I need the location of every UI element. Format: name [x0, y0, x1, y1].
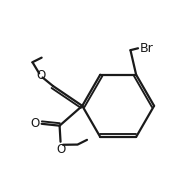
Text: Br: Br	[140, 42, 154, 55]
Text: O: O	[56, 143, 65, 156]
Text: O: O	[36, 69, 45, 82]
Text: O: O	[30, 117, 39, 130]
